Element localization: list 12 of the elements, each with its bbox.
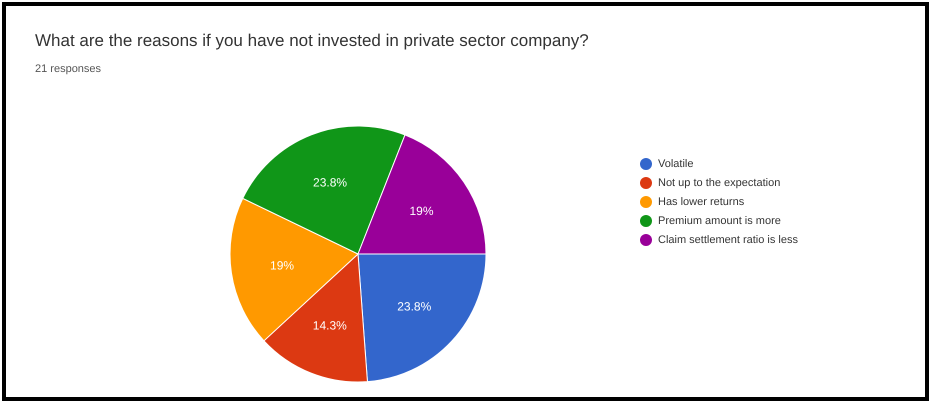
legend-label: Premium amount is more (658, 215, 781, 227)
legend-label: Volatile (658, 158, 694, 170)
legend-label: Claim settlement ratio is less (658, 234, 798, 246)
data-label: 14.3% (312, 318, 348, 332)
data-label: 19% (270, 258, 294, 272)
data-label: 19% (409, 204, 434, 218)
chart-title: What are the reasons if you have not invested in private sector company? (35, 31, 589, 50)
legend-label: Not up to the expectation (658, 177, 780, 189)
text: 21 responses (35, 63, 102, 75)
data-label: 23.8% (397, 299, 432, 314)
legend-label: Has lower returns (658, 196, 745, 208)
data-label: 23.8% (313, 175, 348, 190)
